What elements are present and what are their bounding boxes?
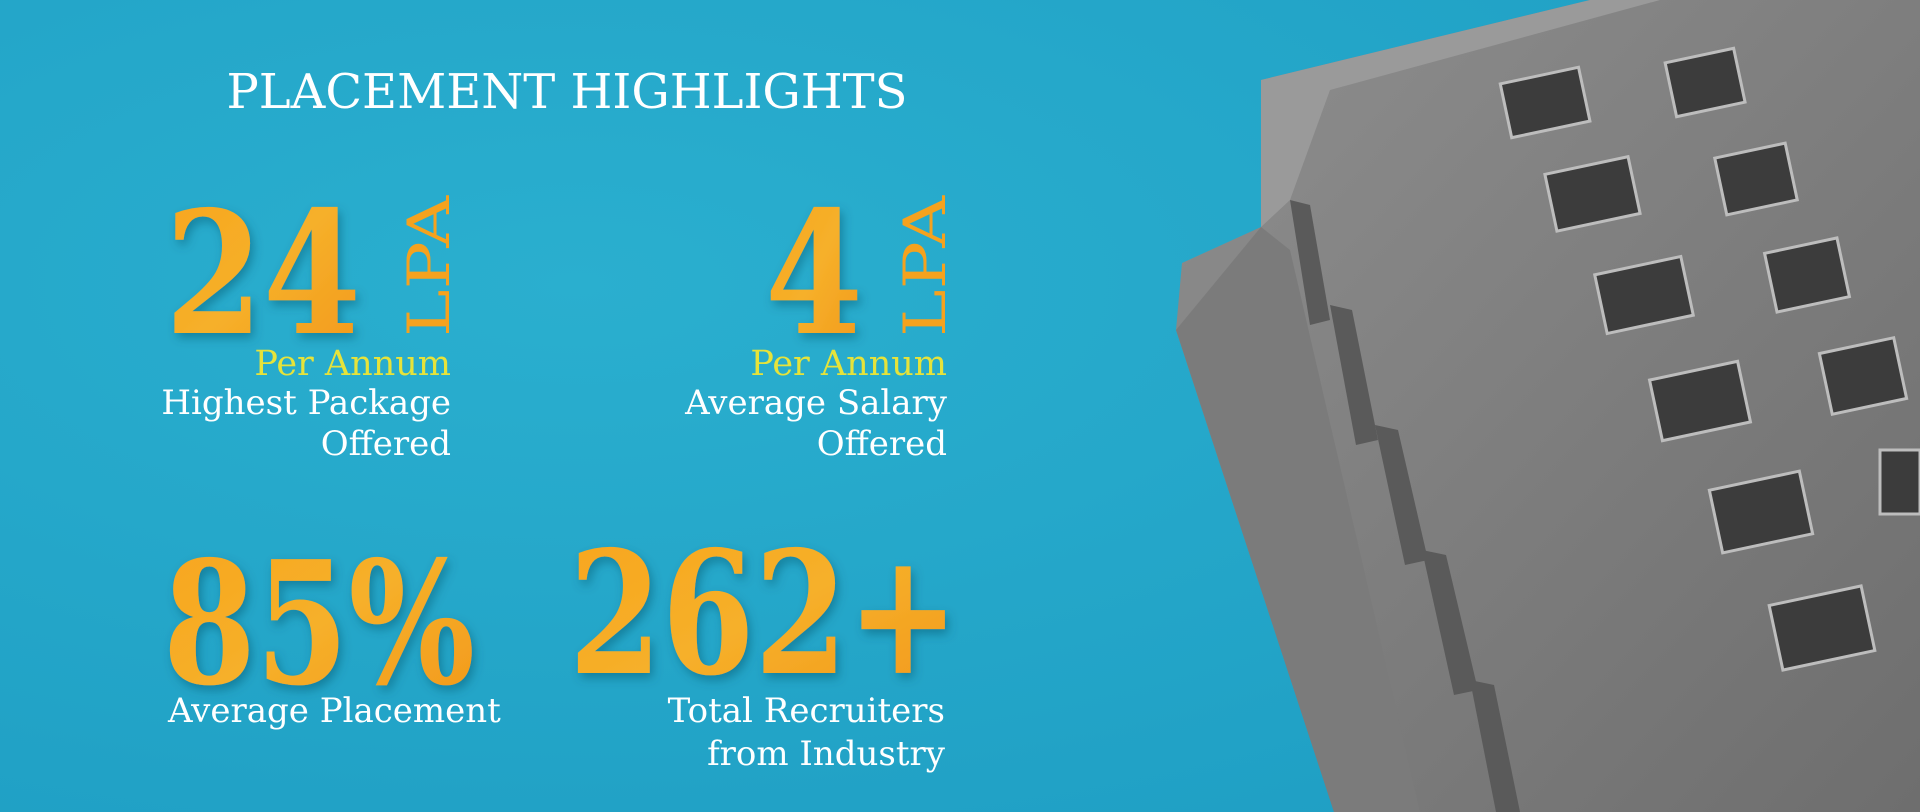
stat-label: Total Recruiters bbox=[668, 691, 945, 731]
stat-label: Highest Package bbox=[161, 383, 451, 423]
stat-value: 262+ bbox=[569, 514, 959, 714]
stat-label: Average Salary bbox=[684, 383, 948, 423]
building bbox=[1176, 0, 1920, 812]
stat-label: Offered bbox=[817, 424, 947, 464]
stat-value: 24 bbox=[165, 174, 361, 374]
stat-unit: LPA bbox=[395, 195, 463, 337]
stat-value: 4 bbox=[765, 174, 863, 374]
stat-label: Average Placement bbox=[167, 691, 501, 731]
stat-label: from Industry bbox=[707, 734, 946, 774]
stat-sub: Per Annum bbox=[254, 344, 451, 384]
stat-sub: Per Annum bbox=[750, 344, 947, 384]
title: PLACEMENT HIGHLIGHTS bbox=[226, 64, 907, 120]
stat-value: 85% bbox=[163, 524, 475, 724]
stat-label: Offered bbox=[321, 424, 451, 464]
stat-unit: LPA bbox=[891, 195, 959, 337]
